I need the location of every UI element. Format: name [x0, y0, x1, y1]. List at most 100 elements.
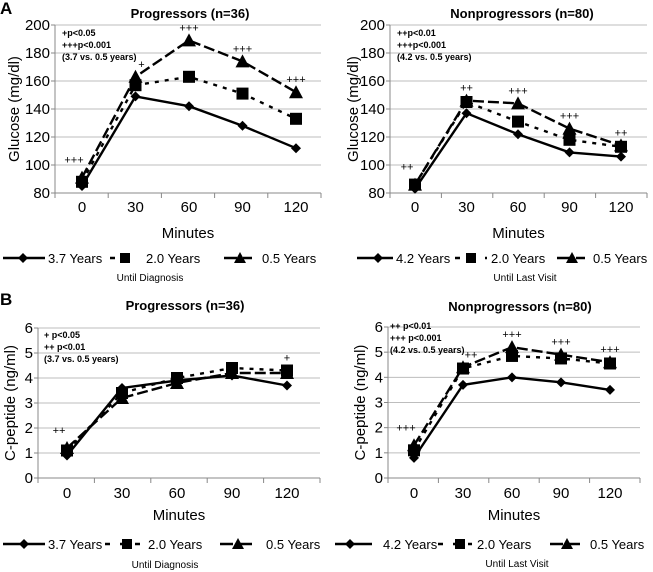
y-tick-label: 0	[25, 470, 33, 487]
legend-label: 2.0 Years	[148, 537, 203, 552]
y-tick-label: 120	[360, 129, 385, 146]
x-tick-label: 60	[510, 199, 527, 216]
data-point	[512, 115, 524, 128]
data-point	[236, 87, 249, 100]
legend-caption: Until Last Visit	[493, 273, 556, 284]
chart-title: Nonprogressors (n=80)	[450, 6, 593, 21]
legend-marker	[120, 253, 130, 263]
data-point	[459, 93, 474, 107]
y-tick-label: 4	[375, 369, 383, 386]
data-point	[225, 366, 239, 379]
y-tick-label: 100	[25, 157, 50, 174]
data-point	[456, 360, 470, 374]
y-tick-label: 1	[25, 445, 33, 462]
significance-note: +++ p<0.001	[390, 333, 442, 343]
data-point	[289, 85, 303, 99]
x-tick-label: 90	[553, 485, 570, 502]
significance-note: (4.2 vs. 0.5 years)	[397, 52, 472, 62]
significance-marker: +++	[233, 43, 252, 55]
significance-marker: +++	[600, 344, 619, 356]
significance-marker: +++	[179, 22, 198, 34]
data-point	[603, 355, 617, 369]
x-axis-label: Minutes	[162, 225, 215, 242]
legend-label: 3.7 Years	[48, 537, 103, 552]
x-tick-label: 120	[608, 199, 633, 216]
data-point	[130, 91, 141, 102]
series-line-0	[413, 376, 611, 459]
x-tick-label: 0	[63, 485, 71, 502]
y-axis-label: C-peptide (ng/ml)	[2, 345, 19, 461]
legend-marker	[19, 539, 29, 549]
x-tick-label: 120	[283, 199, 308, 216]
data-point	[115, 391, 129, 404]
significance-note: +++p<0.001	[62, 40, 111, 50]
series-line-1	[66, 366, 288, 452]
legend-label: 2.0 Years	[477, 537, 532, 552]
x-tick-label: 30	[455, 485, 472, 502]
legend-marker	[373, 253, 383, 263]
data-point	[128, 69, 143, 83]
data-point	[616, 151, 626, 162]
x-tick-label: 60	[169, 485, 186, 502]
y-tick-label: 0	[375, 470, 383, 487]
y-axis-label: C-peptide (ng/ml)	[352, 345, 369, 461]
series-line-2	[80, 39, 297, 179]
legend-label: 3.7 Years	[48, 251, 103, 266]
x-tick-label: 120	[597, 485, 622, 502]
data-point	[458, 379, 468, 390]
y-tick-label: 140	[360, 101, 385, 118]
significance-note: ++ p<0.01	[390, 321, 431, 331]
legend-label: 0.5 Years	[262, 251, 317, 266]
x-tick-label: 120	[274, 485, 299, 502]
y-tick-label: 2	[375, 420, 383, 437]
significance-marker: +++	[64, 155, 83, 167]
significance-marker: +++	[508, 85, 527, 97]
significance-marker: +++	[396, 422, 415, 434]
y-tick-label: 6	[375, 319, 383, 336]
significance-note: (4.2 vs. 0.5 years)	[390, 345, 465, 355]
series-line-2	[66, 371, 287, 449]
x-axis-label: Minutes	[492, 225, 545, 242]
significance-marker: ++	[53, 425, 66, 437]
legend-marker	[122, 539, 132, 549]
y-tick-label: 2	[25, 420, 33, 437]
data-point	[614, 138, 628, 152]
data-point	[237, 120, 248, 131]
data-point	[505, 340, 519, 354]
x-tick-label: 90	[224, 485, 241, 502]
data-point	[563, 133, 576, 146]
significance-note: ++ p<0.01	[44, 342, 85, 352]
x-tick-label: 60	[504, 485, 521, 502]
legend-caption: Until Diagnosis	[117, 273, 184, 284]
y-tick-label: 5	[375, 344, 383, 361]
y-tick-label: 3	[25, 395, 33, 412]
data-point	[564, 147, 575, 158]
y-tick-label: 180	[360, 45, 385, 62]
data-point	[60, 441, 74, 454]
legend-label: 2.0 Years	[491, 251, 546, 266]
significance-marker: ++	[615, 127, 628, 139]
data-point	[182, 33, 196, 47]
legend-caption: Until Diagnosis	[132, 560, 199, 571]
y-tick-label: 160	[360, 73, 385, 90]
y-tick-label: 3	[375, 395, 383, 412]
y-tick-label: 200	[25, 17, 50, 34]
data-point	[183, 70, 195, 83]
y-tick-label: 180	[25, 45, 50, 62]
legend-label: 4.2 Years	[383, 537, 438, 552]
y-tick-label: 80	[33, 185, 50, 202]
legend-marker	[234, 252, 246, 263]
data-point	[290, 112, 302, 125]
data-point	[291, 143, 301, 154]
y-tick-label: 140	[25, 101, 50, 118]
data-point	[280, 366, 294, 379]
data-point	[75, 170, 89, 184]
data-point	[461, 108, 472, 119]
x-tick-label: 30	[114, 485, 131, 502]
legend-marker	[18, 253, 28, 263]
significance-note: ++p<0.01	[397, 28, 436, 38]
legend-label: 0.5 Years	[266, 537, 321, 552]
